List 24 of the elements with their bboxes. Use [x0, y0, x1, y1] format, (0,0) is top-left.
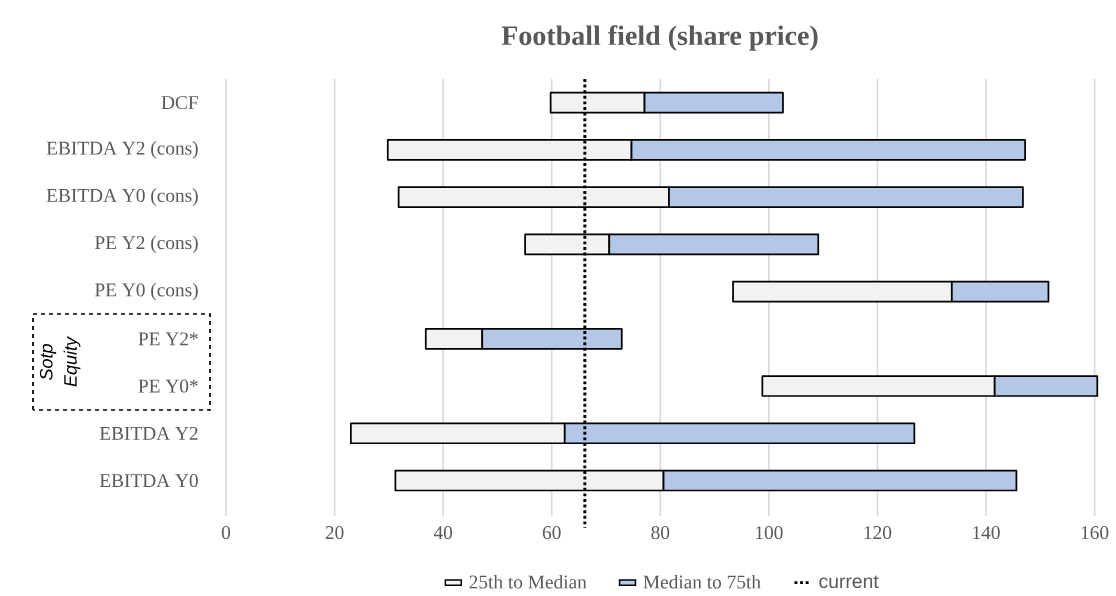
y-tick-label: DCF	[161, 96, 198, 110]
x-tick-label: 40	[433, 526, 453, 540]
y-tick-label: EBITDA Y2	[99, 426, 198, 440]
text: Sotp	[39, 344, 57, 381]
x-tick-label: 100	[756, 526, 783, 540]
x-tick-label: 140	[973, 526, 1000, 540]
x-tick-label: 120	[864, 526, 892, 540]
x-tick-label: 160	[1081, 526, 1109, 540]
y-tick-label: EBITDA Y0 (cons)	[46, 188, 198, 206]
y-tick-label: PE Y2*	[138, 332, 198, 346]
legend-label: current	[819, 575, 879, 589]
y-tick-label: EBITDA Y2 (cons)	[46, 141, 198, 159]
y-tick-label: PE Y2 (cons)	[95, 235, 198, 254]
text: Equity	[63, 336, 81, 387]
x-tick-label: 60	[542, 526, 561, 540]
x-tick-label: 80	[651, 526, 670, 540]
y-tick-label: PE Y0 (cons)	[95, 282, 198, 301]
x-tick-label: 0	[221, 526, 231, 540]
y-tick-label: EBITDA Y0	[99, 474, 198, 488]
x-tick-label: 20	[325, 526, 344, 540]
legend-label: 25th to Median	[469, 574, 587, 589]
legend-label: Median to 75th	[643, 574, 761, 589]
y-tick-label: PE Y0*	[138, 379, 198, 393]
chart-title: Football field (share price)	[501, 25, 818, 51]
